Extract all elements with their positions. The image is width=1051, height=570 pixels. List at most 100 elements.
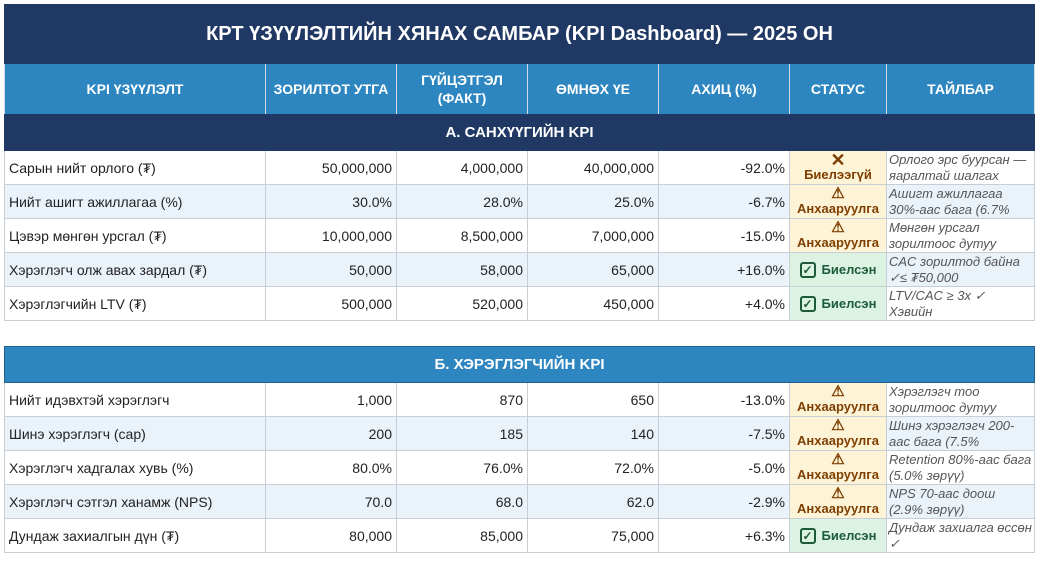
cell-target[interactable]: 70.0 xyxy=(266,485,397,518)
cell-note[interactable]: Ашигт ажиллагаа 30%-аас бага (6.7% xyxy=(887,185,1035,218)
cell-change[interactable]: -15.0% xyxy=(659,219,790,252)
cell-target[interactable]: 80.0% xyxy=(266,451,397,484)
cell-prev[interactable]: 72.0% xyxy=(528,451,659,484)
cell-prev[interactable]: 40,000,000 xyxy=(528,151,659,184)
cell-target[interactable]: 200 xyxy=(266,417,397,450)
header-kpi[interactable]: KPI ҮЗҮҮЛЭЛТ xyxy=(4,64,266,114)
cell-fact[interactable]: 28.0% xyxy=(397,185,528,218)
cell-kpi-name[interactable]: Дундаж захиалгын дүн (₮) xyxy=(4,519,266,552)
checkbox-icon: ✓ xyxy=(799,261,816,278)
cell-kpi-name[interactable]: Сарын нийт орлого (₮) xyxy=(4,151,266,184)
section-a-title: А. САНХҮҮГИЙН KPI xyxy=(4,114,1035,151)
cell-change[interactable]: -2.9% xyxy=(659,485,790,518)
dashboard-title: КРТ ҮЗҮҮЛЭЛТИЙН ХЯНАХ САМБАР (KPI Dashbo… xyxy=(4,4,1035,64)
cell-target[interactable]: 50,000 xyxy=(266,253,397,286)
cell-change[interactable]: -5.0% xyxy=(659,451,790,484)
status-label: Биелсэн xyxy=(821,262,877,277)
status-label: Биелсэн xyxy=(821,528,877,543)
cell-kpi-name[interactable]: Нийт ашигт ажиллагаа (%) xyxy=(4,185,266,218)
cell-target[interactable]: 10,000,000 xyxy=(266,219,397,252)
cell-fact[interactable]: 870 xyxy=(397,383,528,416)
cell-prev[interactable]: 62.0 xyxy=(528,485,659,518)
cell-target[interactable]: 50,000,000 xyxy=(266,151,397,184)
cell-target[interactable]: 1,000 xyxy=(266,383,397,416)
status-label: Анхааруулга xyxy=(797,201,879,216)
header-note[interactable]: ТАЙЛБАР xyxy=(887,64,1035,114)
header-change[interactable]: АХИЦ (%) xyxy=(659,64,790,114)
cell-prev[interactable]: 25.0% xyxy=(528,185,659,218)
cell-change[interactable]: -13.0% xyxy=(659,383,790,416)
cell-kpi-name[interactable]: Цэвэр мөнгөн урсгал (₮) xyxy=(4,219,266,252)
cell-note[interactable]: Retention 80%-аас бага (5.0% зөрүү) xyxy=(887,451,1035,484)
cell-target[interactable]: 30.0% xyxy=(266,185,397,218)
cell-kpi-name[interactable]: Хэрэглэгч сэтгэл ханамж (NPS) xyxy=(4,485,266,518)
cell-kpi-name[interactable]: Хэрэглэгчийн LTV (₮) xyxy=(4,287,266,320)
header-target[interactable]: ЗОРИЛТОТ УТГА xyxy=(266,64,397,114)
cell-note[interactable]: Хэрэглэгч тоо зорилтоос дутуу xyxy=(887,383,1035,416)
cell-target[interactable]: 500,000 xyxy=(266,287,397,320)
cell-fact[interactable]: 58,000 xyxy=(397,253,528,286)
cell-prev[interactable]: 65,000 xyxy=(528,253,659,286)
cell-fact[interactable]: 520,000 xyxy=(397,287,528,320)
cell-status[interactable]: ⚠ Анхааруулга xyxy=(790,485,887,518)
cell-kpi-name[interactable]: Хэрэглэгч хадгалах хувь (%) xyxy=(4,451,266,484)
cell-status[interactable]: ✕ Биелээгүй xyxy=(790,151,887,184)
cell-kpi-name[interactable]: Нийт идэвхтэй хэрэглэгч xyxy=(4,383,266,416)
status-badge: ⚠ Анхааруулга xyxy=(790,219,886,252)
cell-fact[interactable]: 185 xyxy=(397,417,528,450)
cell-change[interactable]: +4.0% xyxy=(659,287,790,320)
cell-kpi-name[interactable]: Шинэ хэрэглэгч (сар) xyxy=(4,417,266,450)
cell-prev[interactable]: 450,000 xyxy=(528,287,659,320)
cell-fact[interactable]: 8,500,000 xyxy=(397,219,528,252)
table-row: Дундаж захиалгын дүн (₮) 80,000 85,000 75,0… xyxy=(4,519,1035,553)
cell-kpi-name[interactable]: Хэрэглэгч олж авах зардал (₮) xyxy=(4,253,266,286)
cell-status[interactable]: ✓ Биелсэн xyxy=(790,287,887,320)
cell-fact[interactable]: 85,000 xyxy=(397,519,528,552)
status-label: Анхааруулга xyxy=(797,501,879,516)
status-badge: ⚠ Анхааруулга xyxy=(790,383,886,416)
cell-note[interactable]: NPS 70-аас доош (2.9% зөрүү) xyxy=(887,485,1035,518)
cell-prev[interactable]: 75,000 xyxy=(528,519,659,552)
cell-change[interactable]: -6.7% xyxy=(659,185,790,218)
warning-icon: ⚠ xyxy=(831,185,845,202)
cell-fact[interactable]: 4,000,000 xyxy=(397,151,528,184)
cell-prev[interactable]: 7,000,000 xyxy=(528,219,659,252)
cell-note[interactable]: LTV/CAC ≥ 3x ✓ Хэвийн xyxy=(887,287,1035,320)
cell-change[interactable]: -7.5% xyxy=(659,417,790,450)
header-status[interactable]: СТАТУС xyxy=(790,64,887,114)
cell-target[interactable]: 80,000 xyxy=(266,519,397,552)
table-row: Нийт ашигт ажиллагаа (%) 30.0% 28.0% 25.0% -… xyxy=(4,185,1035,219)
header-prev[interactable]: ӨМНӨХ ҮЕ xyxy=(528,64,659,114)
cell-note[interactable]: Шинэ хэрэглэгч 200-аас бага (7.5% xyxy=(887,417,1035,450)
header-fact[interactable]: ГҮЙЦЭТГЭЛ (ФАКТ) xyxy=(397,64,528,114)
cell-status[interactable]: ⚠ Анхааруулга xyxy=(790,185,887,218)
cell-status[interactable]: ⚠ Анхааруулга xyxy=(790,219,887,252)
cell-fact[interactable]: 68.0 xyxy=(397,485,528,518)
table-row: Цэвэр мөнгөн урсгал (₮) 10,000,000 8,500,0… xyxy=(4,219,1035,253)
status-label: Биелсэн xyxy=(821,296,877,311)
table-row: Нийт идэвхтэй хэрэглэгч 1,000 870 650 -13.0%… xyxy=(4,383,1035,417)
cell-status[interactable]: ⚠ Анхааруулга xyxy=(790,417,887,450)
cell-prev[interactable]: 140 xyxy=(528,417,659,450)
cell-fact[interactable]: 76.0% xyxy=(397,451,528,484)
status-label: Анхааруулга xyxy=(797,433,879,448)
cell-note[interactable]: Орлого эрс буурсан — яаралтай шалгах xyxy=(887,151,1035,184)
cell-change[interactable]: -92.0% xyxy=(659,151,790,184)
cell-note[interactable]: Мөнгөн урсгал зорилтоос дутуу xyxy=(887,219,1035,252)
cell-status[interactable]: ✓ Биелсэн xyxy=(790,253,887,286)
section-a-table: Сарын нийт орлого (₮) 50,000,000 4,000,000… xyxy=(4,151,1035,321)
cell-status[interactable]: ⚠ Анхааруулга xyxy=(790,451,887,484)
cell-note[interactable]: CAC зорилтод байна ✓≤ ₮50,000 xyxy=(887,253,1035,286)
cell-note[interactable]: Дундаж захиалга өссөн ✓ xyxy=(887,519,1035,552)
section-b-title: Б. ХЭРЭГЛЭГЧИЙН KPI xyxy=(4,346,1035,383)
warning-icon: ⚠ xyxy=(831,417,845,434)
status-badge: ⚠ Анхааруулга xyxy=(790,451,886,484)
status-badge: ⚠ Анхааруулга xyxy=(790,417,886,450)
status-badge: ⚠ Анхааруулга xyxy=(790,485,886,518)
cell-change[interactable]: +6.3% xyxy=(659,519,790,552)
cell-status[interactable]: ⚠ Анхааруулга xyxy=(790,383,887,416)
cell-status[interactable]: ✓ Биелсэн xyxy=(790,519,887,552)
cell-change[interactable]: +16.0% xyxy=(659,253,790,286)
cell-prev[interactable]: 650 xyxy=(528,383,659,416)
table-row: Хэрэглэгч олж авах зардал (₮) 50,000 58,00… xyxy=(4,253,1035,287)
